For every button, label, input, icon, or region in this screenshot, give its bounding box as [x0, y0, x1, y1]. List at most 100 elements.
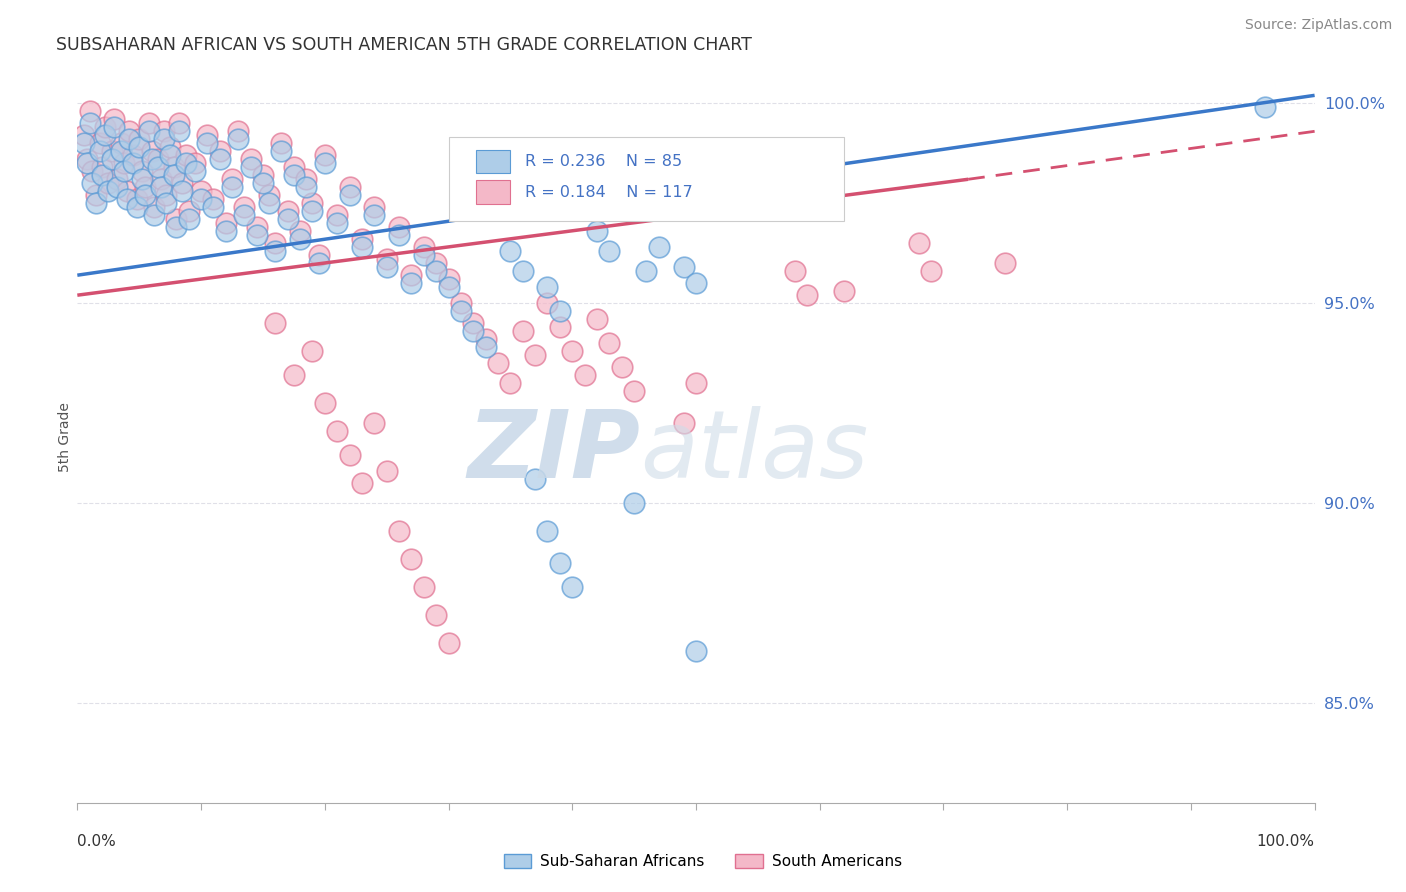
Point [93, 120, 115, 135]
Point [239, 161, 262, 175]
Point [326, 424, 349, 438]
Point [143, 200, 166, 214]
Point [153, 132, 176, 146]
Point [301, 196, 323, 211]
Point [295, 172, 318, 186]
Point [246, 220, 269, 235]
Point [326, 208, 349, 222]
Point [499, 244, 522, 259]
Point [195, 128, 218, 143]
Point [437, 272, 460, 286]
Point [134, 188, 156, 202]
Point [450, 296, 472, 310]
Point [672, 260, 695, 275]
Point [326, 216, 349, 230]
Point [125, 200, 148, 214]
Point [301, 204, 323, 219]
Point [401, 268, 423, 283]
Point [257, 196, 280, 211]
Point [474, 340, 496, 354]
Point [648, 240, 671, 254]
Point [314, 148, 336, 162]
Point [288, 224, 311, 238]
Point [685, 276, 707, 290]
Point [524, 348, 547, 362]
Point [574, 368, 596, 383]
Point [184, 164, 207, 178]
Point [72, 128, 94, 143]
Point [208, 145, 231, 159]
Point [388, 220, 411, 235]
Point [97, 184, 120, 198]
Point [598, 244, 620, 259]
Point [308, 248, 330, 262]
Point [233, 208, 256, 222]
Point [350, 240, 373, 254]
Point [153, 124, 176, 138]
Point [174, 148, 197, 162]
Point [159, 148, 181, 162]
Point [174, 156, 197, 170]
Point [165, 220, 187, 235]
Point [363, 208, 385, 222]
Point [536, 296, 558, 310]
Point [155, 196, 177, 211]
Point [138, 116, 160, 130]
Text: 100.0%: 100.0% [1257, 834, 1315, 849]
Point [339, 180, 361, 194]
Point [128, 140, 150, 154]
Text: atlas: atlas [640, 406, 869, 497]
Point [190, 184, 212, 198]
Point [425, 256, 447, 270]
Point [239, 153, 262, 167]
Point [314, 156, 336, 170]
Point [110, 136, 132, 151]
Point [163, 161, 186, 175]
Point [172, 184, 194, 198]
Point [190, 192, 212, 206]
Point [685, 376, 707, 391]
Point [425, 264, 447, 278]
FancyBboxPatch shape [449, 137, 845, 221]
Point [672, 416, 695, 430]
Point [783, 264, 806, 278]
Point [84, 196, 107, 211]
Point [89, 136, 111, 151]
Point [350, 476, 373, 491]
Point [79, 116, 101, 130]
Point [283, 161, 305, 175]
Point [118, 124, 141, 138]
Point [412, 240, 434, 254]
Point [339, 448, 361, 462]
Point [1254, 100, 1277, 114]
Point [288, 232, 311, 246]
Point [623, 496, 645, 510]
Point [76, 153, 98, 167]
Point [264, 244, 287, 259]
Point [167, 116, 190, 130]
Point [177, 212, 200, 227]
Point [167, 124, 190, 138]
Point [226, 124, 249, 138]
Point [226, 132, 249, 146]
Point [82, 164, 104, 178]
Point [252, 176, 274, 190]
Point [233, 200, 256, 214]
Point [141, 153, 163, 167]
Point [536, 280, 558, 294]
Point [834, 284, 856, 298]
Point [252, 169, 274, 183]
Point [82, 176, 104, 190]
Point [363, 416, 385, 430]
Point [561, 344, 583, 359]
Point [264, 236, 287, 251]
Point [72, 136, 94, 151]
Point [221, 172, 243, 186]
Point [314, 396, 336, 410]
Point [141, 145, 163, 159]
Point [112, 156, 135, 170]
Point [920, 264, 942, 278]
Point [339, 188, 361, 202]
Point [561, 580, 583, 594]
Point [512, 324, 534, 338]
